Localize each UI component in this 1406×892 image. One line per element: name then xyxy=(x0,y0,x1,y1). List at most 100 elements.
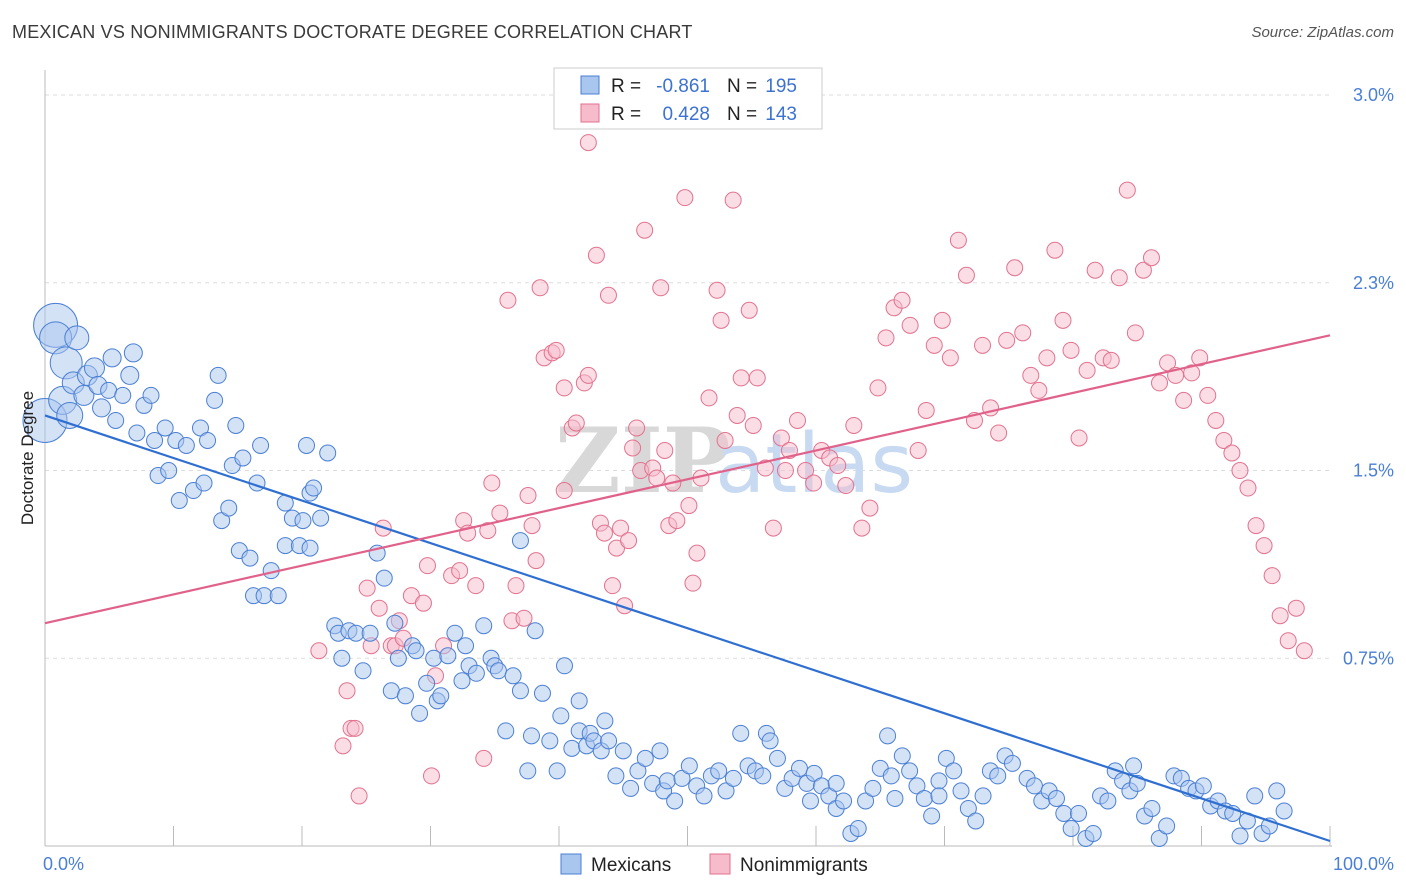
mexicans-point xyxy=(467,664,485,682)
mexicans-point xyxy=(666,792,684,810)
nonimmigrants-point xyxy=(1022,366,1040,384)
mexicans-point xyxy=(170,492,188,510)
mexicans-point xyxy=(710,762,728,780)
nonimmigrants-point xyxy=(338,682,356,700)
nonimmigrants-point xyxy=(1030,381,1048,399)
nonimmigrants-point xyxy=(402,587,420,605)
mexicans-point xyxy=(234,449,252,467)
mexicans-point xyxy=(1055,804,1073,822)
nonimmigrants-point xyxy=(797,462,815,480)
legend-n-label-2: N = xyxy=(727,104,757,125)
mexicans-point xyxy=(396,687,414,705)
mexicans-point xyxy=(227,416,245,434)
nonimmigrants-point xyxy=(479,522,497,540)
nonimmigrants-point xyxy=(957,266,975,284)
mexicans-point xyxy=(1047,789,1065,807)
mexicans-point xyxy=(294,512,312,530)
nonimmigrants-point xyxy=(567,414,585,432)
mexicans-point xyxy=(695,787,713,805)
nonimmigrants-point xyxy=(628,419,646,437)
mexicans-point xyxy=(333,649,351,667)
legend-r-value-1: -0.861 xyxy=(656,76,710,97)
nonimmigrants-point xyxy=(1183,364,1201,382)
nonimmigrants-point xyxy=(358,579,376,597)
mexicans-point xyxy=(1125,757,1143,775)
nonimmigrants-point xyxy=(523,517,541,535)
mexicans-point xyxy=(504,667,522,685)
nonimmigrants-point xyxy=(712,311,730,329)
nonimmigrants-point xyxy=(1062,341,1080,359)
legend-n-value-1: 195 xyxy=(765,76,797,97)
nonimmigrants-point xyxy=(1279,632,1297,650)
mexicans-point xyxy=(563,739,581,757)
nonimmigrants-point xyxy=(877,329,895,347)
mexicans-point xyxy=(805,764,823,782)
mexicans-point xyxy=(453,672,471,690)
nonimmigrants-point xyxy=(1142,249,1160,267)
nonimmigrants-point xyxy=(547,341,565,359)
mexicans-point xyxy=(754,767,772,785)
mexicans-point xyxy=(879,727,897,745)
mexicans-point xyxy=(301,539,319,557)
mexicans-point xyxy=(717,782,735,800)
nonimmigrants-point xyxy=(334,737,352,755)
nonimmigrants-trend-line xyxy=(44,334,1331,625)
correlation-legend: R = -0.861 N = 195 R = 0.428 N = 143 xyxy=(553,67,823,130)
nonimmigrants-point xyxy=(724,191,742,209)
mexicans-point xyxy=(411,704,429,722)
nonimmigrants-point xyxy=(1207,411,1225,429)
nonimmigrants-point xyxy=(1014,324,1032,342)
nonimmigrants-point xyxy=(1231,462,1249,480)
nonimmigrants-point xyxy=(901,316,919,334)
nonimmigrants-point xyxy=(764,519,782,537)
nonimmigrants-point xyxy=(974,336,992,354)
mexicans-point xyxy=(552,707,570,725)
y-tick-labels: 0.75% 1.5% 2.3% 3.0% xyxy=(1343,85,1394,668)
nonimmigrants-point xyxy=(1110,269,1128,287)
nonimmigrants-point xyxy=(748,369,766,387)
mexicans-point xyxy=(389,649,407,667)
mexicans-point xyxy=(629,762,647,780)
y-tick-label: 3.0% xyxy=(1353,85,1394,105)
nonimmigrants-point xyxy=(845,416,863,434)
nonimmigrants-point xyxy=(917,401,935,419)
mexicans-point xyxy=(556,657,574,675)
chart-title: MEXICAN VS NONIMMIGRANTS DOCTORATE DEGRE… xyxy=(12,22,693,42)
mexicans-point xyxy=(361,624,379,642)
mexicans-point xyxy=(100,381,118,399)
mexicans-point xyxy=(1158,817,1176,835)
nonimmigrants-point xyxy=(1239,479,1257,497)
mexicans-point xyxy=(1070,804,1088,822)
legend-swatch-pink xyxy=(580,103,600,123)
nonimmigrants-point xyxy=(1086,261,1104,279)
mexicans-point xyxy=(519,762,537,780)
y-axis-title: Doctorate Degree xyxy=(18,391,37,525)
nonimmigrants-point xyxy=(700,389,718,407)
y-tick-label: 1.5% xyxy=(1353,461,1394,481)
nonimmigrants-point xyxy=(1151,374,1169,392)
nonimmigrants-point xyxy=(909,441,927,459)
mexicans-point xyxy=(600,732,618,750)
mexicans-point xyxy=(548,762,566,780)
mexicans-point xyxy=(1275,802,1293,820)
mexicans-point xyxy=(1150,829,1168,847)
nonimmigrants-point xyxy=(772,429,790,447)
watermark: ZIP atlas xyxy=(555,408,913,514)
nonimmigrants-point xyxy=(370,599,388,617)
nonimmigrants-point xyxy=(648,469,666,487)
mexicans-point xyxy=(386,614,404,632)
nonimmigrants-point xyxy=(805,474,823,492)
nonimmigrants-point xyxy=(624,439,642,457)
nonimmigrants-point xyxy=(608,539,626,557)
nonimmigrants-point xyxy=(1255,537,1273,555)
mexicans-point xyxy=(439,647,457,665)
mexicans-point xyxy=(407,642,425,660)
mexicans-point xyxy=(1099,792,1117,810)
nonimmigrants-point xyxy=(756,459,774,477)
mexicans-point xyxy=(195,474,213,492)
mexicans-point xyxy=(160,462,178,480)
nonimmigrants-point xyxy=(346,719,364,737)
mexicans-point xyxy=(64,325,90,351)
nonimmigrants-point xyxy=(422,767,440,785)
